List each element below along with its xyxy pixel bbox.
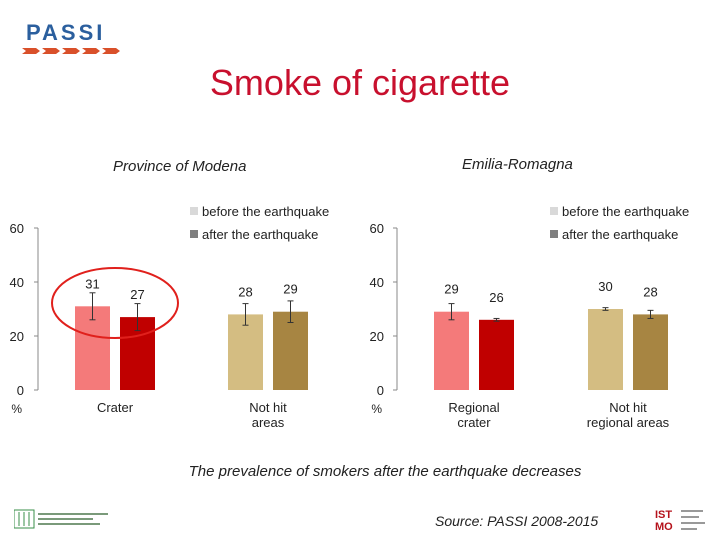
data-label: 31: [85, 276, 99, 291]
y-tick-label: 0: [377, 383, 384, 398]
x-category-label: Not hit areas: [249, 400, 287, 430]
legend-label: before the earthquake: [202, 204, 329, 219]
legend-label: before the earthquake: [562, 204, 689, 219]
bar: [633, 314, 668, 390]
y-tick-label: 60: [370, 221, 384, 236]
regional-center-logo: [13, 508, 114, 530]
y-tick-label: 40: [10, 275, 24, 290]
x-category-label-line: crater: [457, 415, 491, 430]
svg-text:IST: IST: [655, 509, 672, 521]
chart-modena: 0 20 40 60% before the earthquake after the e…: [10, 204, 330, 430]
legend-swatch: [190, 207, 198, 215]
chart-title-emilia: Emilia-Romagna: [462, 156, 573, 173]
y-unit-label: %: [371, 402, 382, 416]
svg-text:MO: MO: [655, 521, 673, 533]
x-category-label-line: Not hit: [609, 400, 647, 415]
istmo-logo: IST MO: [655, 507, 715, 533]
legend-swatch: [190, 230, 198, 238]
bar: [588, 309, 623, 390]
x-category-label-line: Crater: [97, 400, 134, 415]
page-title: Smoke of cigarette: [209, 62, 511, 103]
caption: The prevalence of smokers after the eart…: [188, 463, 582, 480]
data-label: 30: [598, 279, 612, 294]
x-category-label: Not hit regional areas: [587, 400, 670, 430]
x-category-label: Crater: [97, 400, 134, 415]
y-tick-label: 20: [370, 329, 384, 344]
data-label: 28: [238, 284, 252, 299]
bar: [434, 311, 469, 390]
x-category-label-line: Regional: [448, 400, 499, 415]
legend-swatch: [550, 230, 558, 238]
y-tick-label: 40: [370, 275, 384, 290]
logo-text: PASSI: [26, 20, 106, 45]
y-tick-label: 60: [10, 221, 24, 236]
chart-title-modena: Province of Modena: [113, 158, 247, 175]
data-label: 27: [130, 287, 144, 302]
y-tick-label: 0: [17, 383, 24, 398]
x-category-label-line: areas: [252, 415, 285, 430]
data-label: 29: [444, 282, 458, 297]
legend-swatch: [550, 207, 558, 215]
passi-logo: PASSI: [18, 12, 128, 56]
legend-label: after the earthquake: [202, 227, 318, 242]
legend-label: after the earthquake: [562, 227, 678, 242]
bar: [273, 311, 308, 390]
data-label: 29: [283, 282, 297, 297]
data-label: 26: [489, 290, 503, 305]
source-note: Source: PASSI 2008-2015: [435, 513, 599, 529]
x-category-label-line: regional areas: [587, 415, 670, 430]
x-category-label: Regional crater: [448, 400, 499, 430]
chart-emilia-romagna: 0 20 40 60% before the earthquake after the e…: [370, 204, 690, 430]
logo-arrows-icon: [22, 48, 120, 54]
x-category-label-line: Not hit: [249, 400, 287, 415]
data-label: 28: [643, 284, 657, 299]
y-unit-label: %: [11, 402, 22, 416]
bar: [228, 314, 263, 390]
bar: [479, 319, 514, 390]
highlight-circle: [51, 267, 179, 339]
y-tick-label: 20: [10, 329, 24, 344]
